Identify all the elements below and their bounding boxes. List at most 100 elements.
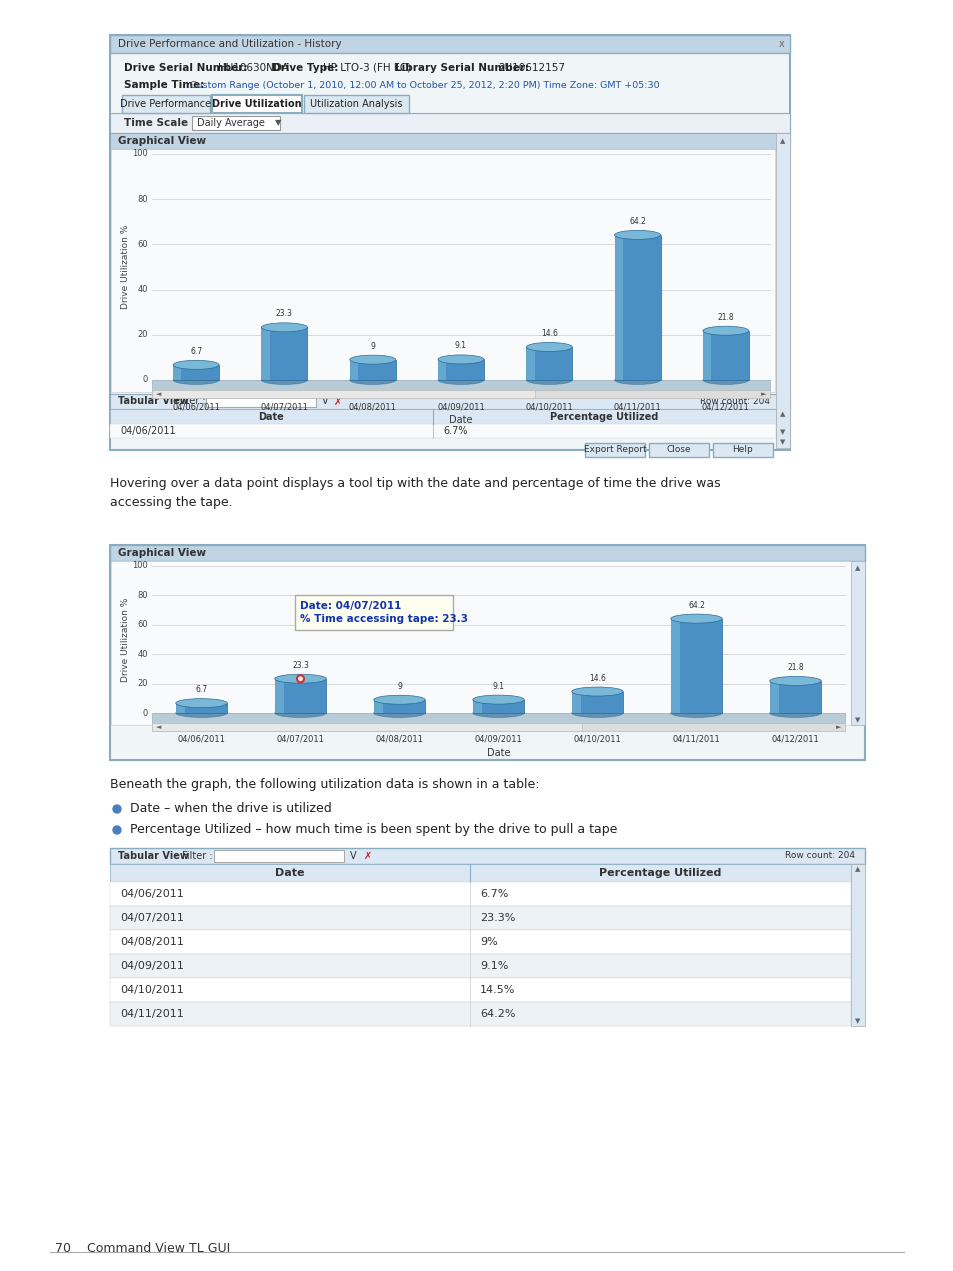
Text: 6.7: 6.7	[190, 347, 202, 356]
Text: ►: ►	[760, 391, 765, 397]
Text: Date: Date	[258, 412, 284, 422]
Text: 04/08/2011: 04/08/2011	[375, 735, 423, 744]
Text: 6.7: 6.7	[195, 685, 208, 694]
Text: Sample Time:: Sample Time:	[124, 80, 204, 90]
Text: Date: Date	[275, 868, 304, 878]
Text: Drive Performance and Utilization - History: Drive Performance and Utilization - Hist…	[118, 39, 341, 50]
Text: 04/09/2011: 04/09/2011	[475, 735, 522, 744]
Text: Drive Type:: Drive Type:	[272, 64, 338, 72]
Ellipse shape	[614, 375, 659, 385]
Ellipse shape	[261, 375, 307, 385]
Text: 23.3: 23.3	[292, 661, 309, 670]
Bar	[110, 409, 775, 425]
Bar	[295, 595, 453, 630]
Ellipse shape	[473, 708, 524, 718]
Bar	[110, 425, 775, 438]
Text: Utilization Analysis: Utilization Analysis	[310, 99, 402, 109]
Ellipse shape	[437, 355, 483, 364]
Bar	[526, 347, 572, 380]
Text: ▼: ▼	[855, 1018, 860, 1024]
Text: 64.2: 64.2	[628, 217, 645, 226]
Ellipse shape	[261, 323, 307, 332]
Bar	[304, 95, 409, 113]
Text: ▼: ▼	[274, 118, 281, 127]
Bar	[614, 235, 622, 380]
Bar	[110, 36, 789, 450]
Circle shape	[112, 826, 121, 834]
Bar	[110, 394, 789, 409]
Bar	[670, 619, 679, 713]
Text: 21.8: 21.8	[786, 663, 803, 672]
Text: HP LTO-3 (FH FC): HP LTO-3 (FH FC)	[323, 64, 411, 72]
Text: 100: 100	[132, 562, 148, 571]
Bar	[192, 116, 280, 130]
Ellipse shape	[769, 708, 821, 718]
Text: Beneath the graph, the following utilization data is shown in a table:: Beneath the graph, the following utiliza…	[110, 778, 539, 791]
Text: Close: Close	[666, 446, 691, 455]
Bar	[648, 444, 708, 458]
Text: Date – when the drive is utilized: Date – when the drive is utilized	[130, 802, 332, 816]
Text: 0: 0	[143, 375, 148, 385]
Text: ▼: ▼	[780, 430, 785, 435]
Text: 9: 9	[396, 681, 401, 690]
Bar	[173, 365, 219, 380]
Ellipse shape	[571, 688, 622, 697]
Text: 80: 80	[137, 194, 148, 203]
Text: 14.6: 14.6	[588, 674, 605, 683]
Circle shape	[296, 675, 304, 683]
Bar	[173, 365, 181, 380]
Text: 6.7%: 6.7%	[479, 888, 508, 899]
Ellipse shape	[437, 375, 483, 385]
Text: 9.1: 9.1	[455, 342, 467, 351]
Text: 04/12/2011: 04/12/2011	[701, 402, 749, 411]
Bar	[110, 906, 850, 930]
Text: Filter :: Filter :	[174, 397, 206, 407]
Text: ▲: ▲	[855, 566, 860, 571]
Text: 04/06/2011: 04/06/2011	[172, 402, 220, 411]
Text: 14.5%: 14.5%	[479, 985, 515, 995]
Text: 04/10/2011: 04/10/2011	[120, 985, 184, 995]
Text: Date: Date	[449, 416, 473, 425]
Text: 9.1%: 9.1%	[479, 961, 508, 971]
Text: ✗: ✗	[364, 852, 372, 860]
Bar	[110, 1002, 850, 1026]
Ellipse shape	[614, 230, 659, 239]
Bar	[152, 390, 769, 398]
Bar	[850, 864, 864, 1026]
Text: 0: 0	[143, 708, 148, 718]
Bar	[175, 703, 227, 713]
Bar	[111, 149, 774, 391]
Bar	[213, 850, 344, 862]
Text: V: V	[350, 852, 356, 860]
Text: % Time accessing tape: 23.3: % Time accessing tape: 23.3	[300, 614, 468, 624]
Text: 20: 20	[137, 330, 148, 339]
Bar	[110, 36, 789, 53]
Ellipse shape	[350, 355, 395, 365]
Text: 64.2%: 64.2%	[479, 1009, 515, 1019]
Bar	[374, 700, 382, 713]
Text: ▲: ▲	[780, 139, 785, 144]
Text: 04/08/2011: 04/08/2011	[120, 937, 184, 947]
Bar	[110, 545, 864, 760]
Text: 04/11/2011: 04/11/2011	[672, 735, 720, 744]
Ellipse shape	[670, 708, 721, 718]
Text: 04/10/2011: 04/10/2011	[573, 735, 620, 744]
Bar	[437, 360, 483, 380]
Bar	[702, 330, 748, 380]
Text: 23.3: 23.3	[275, 309, 293, 318]
Text: 9: 9	[370, 342, 375, 351]
Text: Custom Range (October 1, 2010, 12:00 AM to October 25, 2012, 2:20 PM) Time Zone:: Custom Range (October 1, 2010, 12:00 AM …	[190, 80, 659, 89]
Bar	[261, 328, 270, 380]
Ellipse shape	[175, 699, 227, 708]
Text: 04/07/2011: 04/07/2011	[260, 402, 308, 411]
Text: Date: Date	[486, 749, 510, 758]
Bar	[274, 679, 284, 713]
Bar	[571, 691, 622, 713]
Bar	[775, 133, 789, 447]
Bar	[110, 977, 850, 1002]
Bar	[110, 545, 864, 561]
Text: 04/06/2011: 04/06/2011	[120, 888, 184, 899]
Ellipse shape	[173, 361, 219, 370]
Text: Library Serial Number:: Library Serial Number:	[395, 64, 529, 72]
Ellipse shape	[173, 375, 219, 385]
